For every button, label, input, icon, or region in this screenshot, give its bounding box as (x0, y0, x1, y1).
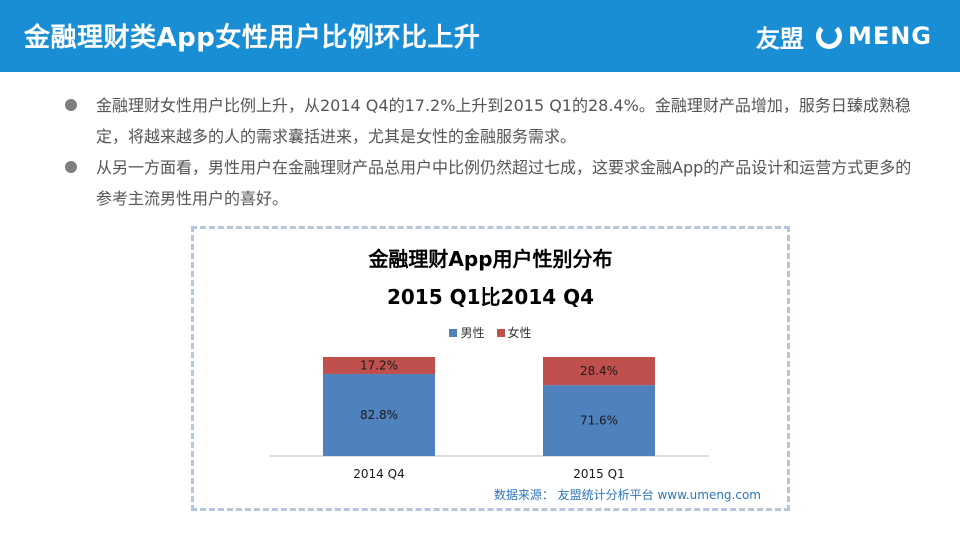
umeng-logo: 友盟 MENG (756, 18, 932, 54)
x-tick-label-1: 2015 Q1 (573, 467, 624, 481)
legend-swatch-female (496, 328, 505, 337)
bullet-dot-icon (65, 99, 77, 111)
bullet-text: 金融理财女性用户比例上升，从2014 Q4的17.2%上升到2015 Q1的28… (96, 96, 911, 146)
legend-item-female: 女性 (496, 324, 532, 341)
data-label-male-1: 71.6% (580, 414, 618, 428)
chart-title: 金融理财App用户性别分布 (368, 247, 613, 271)
bar-male-0 (323, 374, 435, 456)
bar-male-1 (543, 385, 655, 456)
chart-frame: 金融理财App用户性别分布 2015 Q1比2014 Q4 男性 女性 82.8… (191, 226, 790, 511)
x-tick-label-0: 2014 Q4 (353, 467, 404, 481)
bar-female-0 (323, 357, 435, 375)
bullet-dot-icon (65, 161, 77, 173)
bullet-list: 金融理财女性用户比例上升，从2014 Q4的17.2%上升到2015 Q1的28… (62, 90, 912, 214)
logo-u-icon (815, 23, 842, 49)
source-note: 数据来源： 友盟统计分析平台 www.umeng.com (493, 488, 761, 502)
header-bar: 金融理财类App女性用户比例环比上升 友盟 MENG (0, 0, 960, 72)
legend-swatch-male (449, 328, 458, 337)
bar-female-1 (543, 357, 655, 386)
data-label-female-1: 28.4% (580, 364, 618, 378)
page-title: 金融理财类App女性用户比例环比上升 (24, 23, 481, 53)
bullet-text: 从另一方面看，男性用户在金融理财产品总用户中比例仍然超过七成，这要求金融App的… (96, 158, 912, 208)
chart-legend: 男性 女性 (194, 324, 787, 341)
data-label-male-0: 82.8% (360, 408, 398, 422)
data-label-female-0: 17.2% (360, 359, 398, 373)
bullet-item: 金融理财女性用户比例上升，从2014 Q4的17.2%上升到2015 Q1的28… (62, 90, 912, 152)
bullet-item: 从另一方面看，男性用户在金融理财产品总用户中比例仍然超过七成，这要求金融App的… (62, 152, 912, 214)
legend-item-male: 男性 (449, 324, 485, 341)
chart-subtitle: 2015 Q1比2014 Q4 (386, 285, 595, 309)
stacked-bar-chart: 82.8% 17.2% 2014 Q4 71.6% 28.4% 2015 Q1 (269, 357, 709, 481)
legend-label-male: 男性 (460, 326, 485, 340)
logo-cn-text: 友盟 (755, 24, 804, 53)
legend-label-female: 女性 (507, 326, 532, 340)
logo-en-text: MENG (847, 22, 932, 50)
